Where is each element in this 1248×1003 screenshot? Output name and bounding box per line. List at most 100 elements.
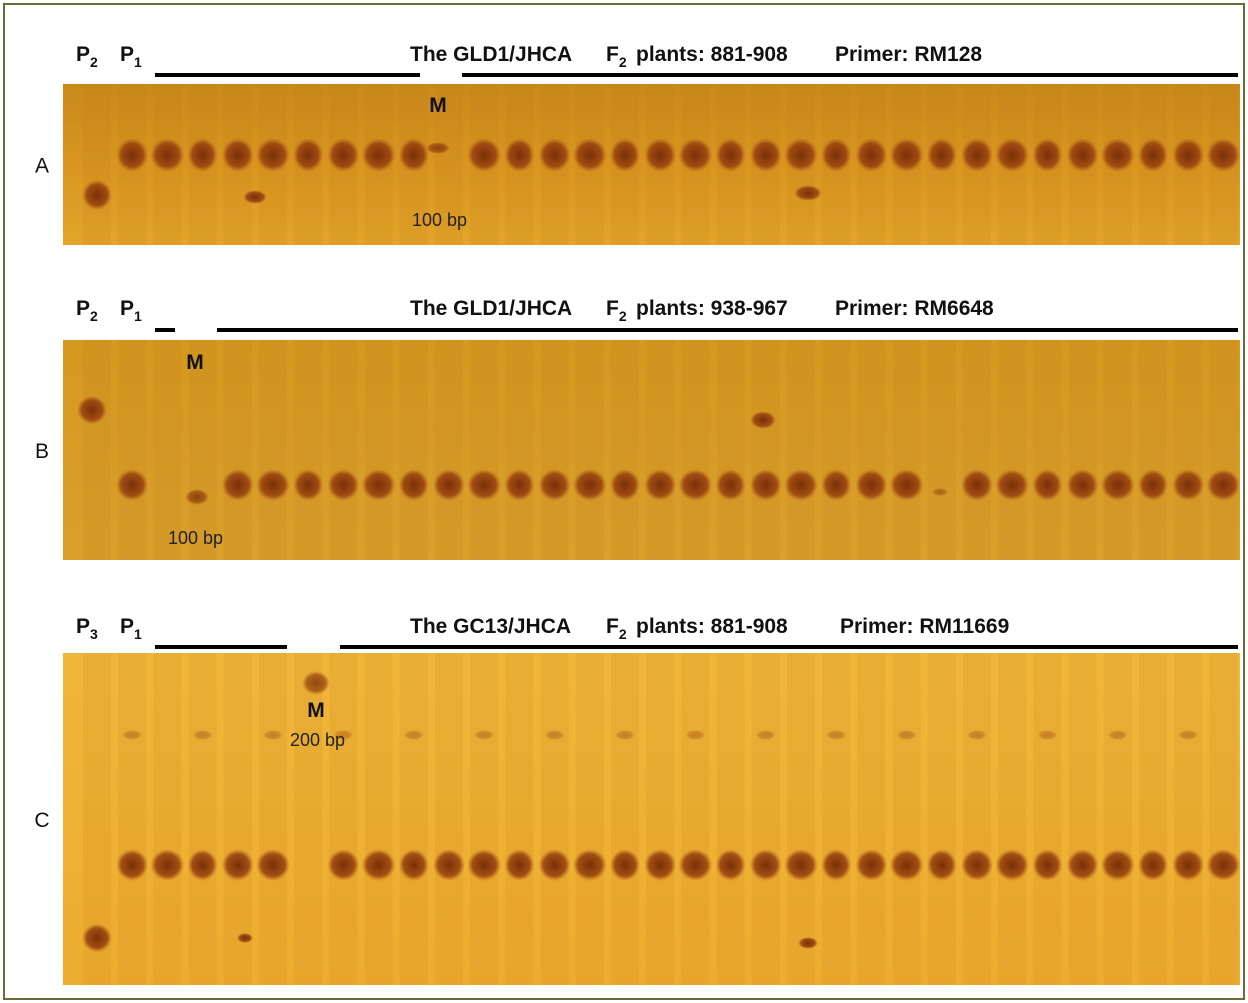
band xyxy=(1066,138,1099,172)
lane xyxy=(963,653,991,985)
band xyxy=(433,849,465,881)
lane xyxy=(857,340,886,560)
frame xyxy=(3,3,1245,1000)
lane xyxy=(153,340,182,560)
cross: The GLD1/JHCA xyxy=(410,297,572,320)
band xyxy=(855,849,888,881)
lane xyxy=(470,653,499,985)
band xyxy=(896,730,917,740)
parent-sub: 1 xyxy=(134,308,142,324)
generation-sub: 2 xyxy=(619,308,627,324)
lane xyxy=(822,340,851,560)
band xyxy=(150,138,185,172)
lane xyxy=(1068,340,1097,560)
lane xyxy=(716,340,745,560)
band xyxy=(961,469,993,501)
gel xyxy=(63,653,1240,985)
band xyxy=(615,730,635,740)
band xyxy=(538,849,571,881)
parent-name: P xyxy=(76,43,90,66)
lane xyxy=(1103,653,1132,985)
generation: F2 xyxy=(606,615,627,642)
band xyxy=(538,469,571,501)
band xyxy=(237,933,253,943)
parent-label: P1 xyxy=(120,43,142,70)
band xyxy=(293,469,324,501)
lane xyxy=(83,84,111,245)
band xyxy=(1100,849,1135,881)
lane xyxy=(364,340,393,560)
lane xyxy=(1209,653,1238,985)
generation-sub: 2 xyxy=(619,54,627,70)
band xyxy=(572,469,607,501)
band xyxy=(755,730,776,740)
lane xyxy=(1068,653,1097,985)
band xyxy=(467,849,502,881)
parent-name: P xyxy=(76,615,90,638)
band xyxy=(784,138,818,172)
band xyxy=(504,469,535,501)
lane xyxy=(259,653,287,985)
lane xyxy=(399,340,428,560)
band xyxy=(116,138,149,172)
band xyxy=(544,730,565,740)
band xyxy=(1032,469,1063,501)
lane xyxy=(540,340,569,560)
lane xyxy=(998,653,1027,985)
band xyxy=(572,138,607,172)
band xyxy=(185,489,209,505)
band xyxy=(1100,138,1135,172)
band xyxy=(926,138,957,172)
lane xyxy=(118,653,147,985)
band xyxy=(77,395,107,425)
band xyxy=(1206,138,1241,172)
band xyxy=(256,849,290,881)
lane xyxy=(153,653,182,985)
band xyxy=(644,469,677,501)
parent-sub: 2 xyxy=(90,308,98,324)
band xyxy=(82,923,112,953)
band xyxy=(995,849,1030,881)
primer: Primer: RM6648 xyxy=(835,297,994,320)
lane xyxy=(223,340,252,560)
band xyxy=(221,469,254,501)
lane xyxy=(611,653,639,985)
band xyxy=(403,730,424,740)
band xyxy=(749,469,782,501)
lane xyxy=(329,653,358,985)
lane xyxy=(399,653,428,985)
band xyxy=(398,469,429,501)
primer: Primer: RM11669 xyxy=(840,615,1009,638)
lane xyxy=(927,340,956,560)
band xyxy=(855,469,888,501)
band xyxy=(932,488,948,496)
band xyxy=(644,138,677,172)
generation-name: F xyxy=(606,615,619,638)
band xyxy=(784,849,818,881)
generation: F2 xyxy=(606,43,627,70)
parent-name: P xyxy=(120,615,134,638)
band xyxy=(256,138,290,172)
lane xyxy=(822,653,851,985)
parent-sub: 2 xyxy=(90,54,98,70)
band xyxy=(926,849,957,881)
lane xyxy=(1174,340,1203,560)
lane xyxy=(294,340,323,560)
lane xyxy=(716,653,745,985)
band xyxy=(798,937,818,949)
band xyxy=(302,671,330,695)
band xyxy=(333,730,354,740)
band xyxy=(750,411,776,429)
band xyxy=(243,190,267,204)
band xyxy=(572,849,607,881)
lane xyxy=(646,653,675,985)
band xyxy=(426,142,450,154)
band xyxy=(1138,138,1168,172)
band xyxy=(821,138,852,172)
plants: plants: 881-908 xyxy=(636,43,788,66)
plants: plants: 938-967 xyxy=(636,297,788,320)
parent-name: P xyxy=(76,297,90,320)
generation: F2 xyxy=(606,297,627,324)
band xyxy=(889,138,924,172)
